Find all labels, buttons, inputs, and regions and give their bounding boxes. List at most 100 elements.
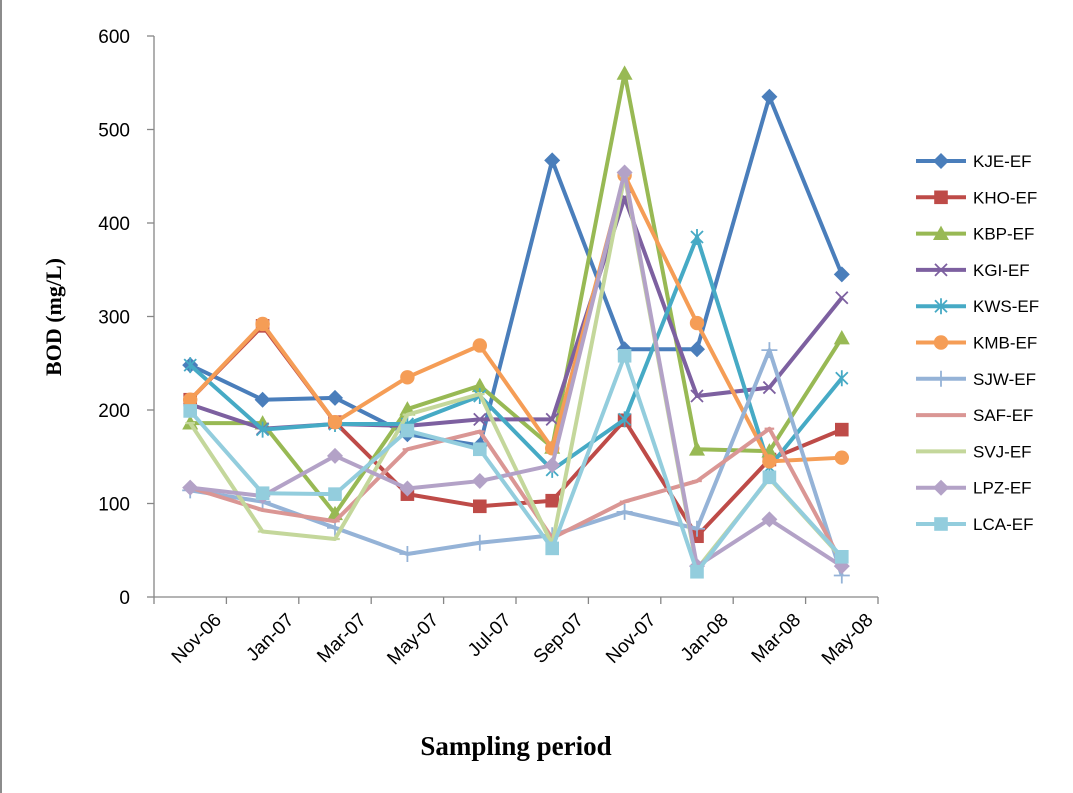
- data-point-marker: [473, 499, 487, 514]
- legend-label: KHO-EF: [973, 188, 1037, 207]
- data-point-marker: [400, 423, 415, 438]
- x-tick-label: Jan-07: [242, 610, 298, 666]
- data-point-marker: [399, 545, 416, 562]
- y-tick-label: 0: [119, 588, 130, 609]
- legend-label: KMB-EF: [973, 334, 1037, 353]
- legend-label: KGI-EF: [973, 261, 1030, 280]
- data-point-marker: [471, 377, 488, 393]
- y-tick-label: 400: [98, 214, 130, 235]
- series-saf-ef: [185, 426, 847, 564]
- data-point-marker: [835, 291, 849, 305]
- legend-label: SJW-EF: [973, 370, 1036, 389]
- x-tick-label: May-08: [818, 610, 878, 670]
- data-point-marker: [690, 564, 704, 579]
- series-line: [188, 173, 842, 464]
- data-point-marker: [182, 479, 199, 496]
- y-tick-label: 600: [98, 27, 130, 48]
- data-point-marker: [400, 370, 415, 385]
- data-point-marker: [544, 152, 561, 169]
- data-point-marker: [835, 370, 849, 387]
- data-point-marker: [327, 414, 343, 430]
- legend-item: KGI-EF: [916, 261, 1030, 280]
- legend-label: KJE-EF: [973, 152, 1032, 171]
- legend-label: LCA-EF: [973, 515, 1033, 534]
- data-point-marker: [471, 534, 488, 551]
- x-tick-label: Mar-07: [313, 610, 370, 667]
- data-point-marker: [616, 503, 633, 520]
- x-tick-label: Nov-06: [168, 610, 226, 668]
- series-lca-ef: [183, 348, 849, 579]
- data-point-marker: [328, 487, 342, 501]
- data-point-marker: [689, 441, 705, 456]
- data-point-marker: [761, 511, 778, 528]
- data-point-marker: [762, 454, 777, 469]
- x-tick-label: May-07: [383, 610, 443, 670]
- y-tick-label: 300: [98, 308, 130, 329]
- series-line: [188, 235, 844, 472]
- data-point-marker: [934, 298, 948, 315]
- x-tick-label: Jul-07: [464, 610, 515, 661]
- data-point-marker: [761, 88, 778, 105]
- legend-item: SVJ-EF: [916, 442, 1032, 461]
- data-point-marker: [545, 541, 559, 556]
- series-kmb-ef: [183, 168, 849, 469]
- data-point-marker: [544, 457, 561, 474]
- series-line: [189, 170, 843, 569]
- data-point-marker: [255, 316, 270, 332]
- data-point-marker: [254, 391, 271, 408]
- data-point-marker: [690, 389, 704, 403]
- y-axis-title: BOD (mg/L): [41, 258, 66, 376]
- data-point-marker: [689, 315, 705, 331]
- series-layer: [182, 65, 850, 584]
- legend-item: KWS-EF: [916, 297, 1039, 316]
- data-point-marker: [255, 421, 270, 438]
- x-tick-label: Sep-07: [530, 610, 588, 668]
- x-axis-title: Sampling period: [420, 731, 611, 761]
- series-sjw-ef: [182, 342, 850, 584]
- data-point-marker: [934, 190, 948, 205]
- legend-item: LPZ-EF: [916, 479, 1032, 498]
- data-point-marker: [761, 342, 778, 359]
- legend-label: KBP-EF: [973, 225, 1034, 244]
- data-point-marker: [689, 341, 705, 358]
- legend-item: SAF-EF: [916, 406, 1033, 425]
- data-point-marker: [933, 225, 949, 240]
- legend-label: SAF-EF: [973, 406, 1033, 425]
- data-point-marker: [834, 450, 849, 465]
- y-tick-label: 100: [98, 495, 130, 516]
- legend-item: LCA-EF: [916, 515, 1033, 534]
- legend: KJE-EF KHO-EF KBP-EF KGI-EF KWS-EF KMB-EF SJW-…: [916, 152, 1039, 534]
- data-point-marker: [833, 266, 850, 283]
- legend-label: LPZ-EF: [973, 479, 1032, 498]
- series-line: [190, 71, 844, 516]
- data-point-marker: [934, 263, 948, 277]
- data-point-marker: [934, 517, 948, 531]
- data-point-marker: [183, 357, 197, 374]
- data-point-marker: [545, 493, 559, 508]
- series-line: [189, 94, 844, 448]
- y-tick-label: 500: [98, 121, 130, 142]
- data-point-marker: [933, 153, 949, 169]
- data-point-marker: [762, 380, 777, 395]
- data-point-marker: [471, 473, 488, 490]
- data-point-marker: [835, 549, 849, 564]
- legend-item: KJE-EF: [916, 152, 1032, 171]
- series-kbp-ef: [182, 65, 850, 521]
- data-point-marker: [617, 348, 632, 363]
- data-point-marker: [762, 470, 777, 485]
- legend-item: SJW-EF: [916, 370, 1036, 389]
- legend-item: KBP-EF: [916, 225, 1034, 244]
- data-point-marker: [933, 335, 949, 350]
- data-point-marker: [472, 338, 487, 353]
- legend-label: KWS-EF: [973, 297, 1039, 316]
- data-point-marker: [933, 370, 949, 387]
- x-tick-label: Mar-08: [748, 610, 805, 667]
- data-point-marker: [690, 229, 704, 246]
- data-point-marker: [545, 412, 559, 426]
- data-point-marker: [473, 442, 487, 457]
- data-point-marker: [616, 65, 633, 80]
- data-point-marker: [933, 479, 949, 496]
- data-point-marker: [835, 422, 849, 437]
- data-point-marker: [617, 411, 632, 428]
